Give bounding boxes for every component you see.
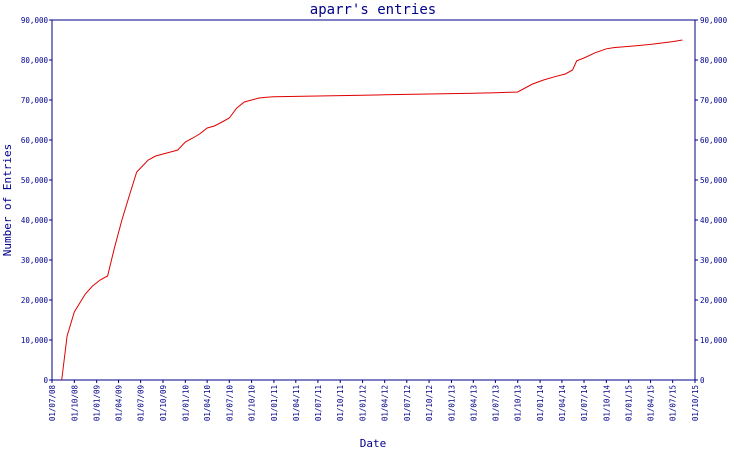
x-tick-label: 01/04/13: [469, 385, 478, 421]
x-tick-label: 01/04/10: [203, 385, 212, 422]
plot-area: [51, 19, 696, 381]
x-tick-label: 01/04/11: [292, 385, 301, 421]
y-tick-label: 20,000: [21, 296, 49, 305]
y-tick-label: 10,000: [21, 336, 49, 345]
y-tick-label-right: 70,000: [700, 96, 728, 105]
y-tick-label-right: 60,000: [700, 136, 728, 145]
x-tick-label: 01/10/10: [248, 385, 257, 422]
x-tick-label: 01/01/14: [536, 385, 545, 422]
series-line: [61, 39, 683, 381]
x-tick-label: 01/01/12: [359, 385, 368, 421]
x-tick-label: 01/01/15: [625, 385, 634, 421]
y-tick-label-right: 30,000: [700, 256, 728, 265]
x-tick-label: 01/04/12: [381, 385, 390, 421]
x-tick-label: 01/10/08: [70, 385, 79, 422]
x-tick-label: 01/07/08: [48, 385, 57, 422]
x-tick-label: 01/07/09: [137, 385, 146, 421]
x-tick-label: 01/04/09: [115, 385, 124, 421]
x-tick-label: 01/01/13: [447, 385, 456, 421]
y-tick-label: 60,000: [21, 136, 49, 145]
y-axis-ticks-left: 0 10,000 20,000 30,000 40,000 50,000 60,000 70,…: [21, 16, 52, 385]
x-tick-label: 01/01/11: [270, 385, 279, 421]
x-tick-label: 01/10/12: [425, 385, 434, 421]
x-tick-label: 01/10/09: [159, 385, 168, 421]
x-tick-label: 01/10/11: [336, 385, 345, 421]
x-tick-label: 01/01/09: [93, 385, 102, 421]
x-tick-label: 01/07/12: [403, 385, 412, 421]
y-tick-label-right: 80,000: [700, 56, 728, 65]
x-tick-label: 01/01/10: [181, 385, 190, 422]
x-tick-label: 01/10/13: [514, 385, 523, 421]
x-tick-label: 01/07/13: [491, 385, 500, 421]
y-tick-label-right: 0: [700, 376, 705, 385]
x-tick-label: 01/07/14: [580, 385, 589, 422]
x-tick-label: 01/07/11: [314, 385, 323, 421]
y-tick-label-right: 90,000: [700, 16, 728, 25]
y-axis-label: Number of Entries: [1, 144, 14, 257]
y-tick-label: 30,000: [21, 256, 49, 265]
x-tick-label: 01/10/15: [691, 385, 700, 421]
y-tick-label-right: 50,000: [700, 176, 728, 185]
y-tick-label: 0: [43, 376, 48, 385]
x-tick-label: 01/04/14: [558, 385, 567, 422]
y-tick-label: 40,000: [21, 216, 49, 225]
series-group: [61, 39, 683, 381]
y-axis-ticks-right: 0 10,000 20,000 30,000 40,000 50,000 60,000 70,…: [695, 16, 728, 385]
y-tick-label: 90,000: [21, 16, 49, 25]
x-tick-label: 01/04/15: [647, 385, 656, 421]
y-tick-label: 80,000: [21, 56, 49, 65]
y-tick-label: 70,000: [21, 96, 49, 105]
x-tick-label: 01/07/10: [225, 385, 234, 422]
y-tick-label-right: 40,000: [700, 216, 728, 225]
y-tick-label-right: 10,000: [700, 336, 728, 345]
y-tick-label-right: 20,000: [700, 296, 728, 305]
chart-title: aparr's entries: [310, 2, 436, 18]
y-tick-label: 50,000: [21, 176, 49, 185]
x-axis-ticks: 01/07/08 01/10/08 01/01/09 01/04/09 01/07/09…: [48, 380, 700, 421]
x-tick-label: 01/10/14: [602, 385, 611, 422]
x-tick-label: 01/07/15: [669, 385, 678, 421]
x-axis-label: Date: [360, 437, 387, 450]
